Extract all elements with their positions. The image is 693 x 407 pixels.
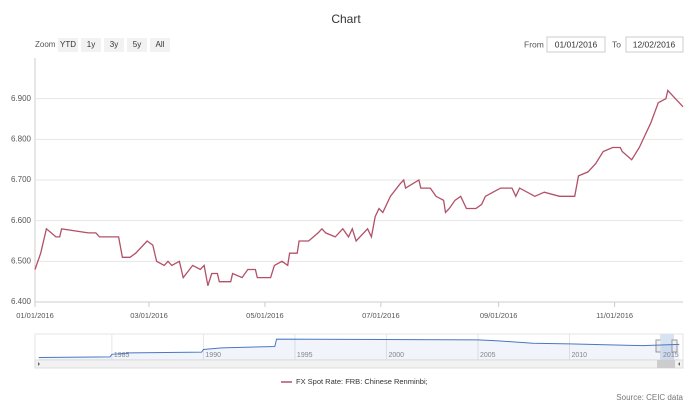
x-tick-label: 03/01/2016 [130, 311, 168, 320]
x-tick-label: 05/01/2016 [246, 311, 284, 320]
navigator-frame [34, 333, 684, 361]
x-tick-label: 09/01/2016 [480, 311, 518, 320]
y-tick-label: 6.500 [11, 256, 32, 265]
navigator-selection[interactable] [660, 334, 674, 360]
zoom-button-label[interactable]: 5y [133, 40, 141, 49]
zoom-button-label[interactable]: YTD [60, 40, 76, 49]
x-tick-label: 07/01/2016 [362, 311, 400, 320]
navigator-tick-label: 1985 [114, 352, 130, 359]
from-input[interactable] [546, 36, 606, 53]
source: Source: CEIC data [616, 393, 683, 402]
to-value[interactable]: 12/02/2016 [633, 39, 676, 49]
zoom-button[interactable] [81, 38, 101, 52]
scrollbar-thumb[interactable] [657, 360, 675, 368]
navigator: 1985 1990 1995 2000 2005 2010 2015 [34, 333, 684, 369]
zoom-button[interactable] [150, 38, 170, 52]
to-input[interactable] [625, 36, 684, 53]
navigator-handle[interactable] [671, 339, 678, 353]
navigator-area [38, 339, 680, 360]
navigator-tick-label: 1990 [205, 352, 221, 359]
zoom-label: Zoom [35, 40, 56, 49]
x-tick-label: 01/01/2016 [16, 311, 54, 320]
from-value[interactable]: 01/01/2016 [555, 39, 598, 49]
navigator-tick-label: 2005 [480, 352, 496, 359]
zoom-button[interactable] [58, 38, 78, 52]
y-tick-label: 6.800 [11, 134, 32, 143]
y-tick-label: 6.600 [11, 216, 32, 225]
zoom-button-label[interactable]: 1y [87, 40, 95, 49]
chart-title: Chart [331, 12, 361, 26]
navigator-tick-label: 2010 [572, 352, 588, 359]
from-label: From [524, 39, 544, 49]
zoom-button-label[interactable]: 3y [110, 40, 118, 49]
zoom-button-label[interactable]: All [156, 40, 165, 49]
to-label: To [612, 39, 621, 49]
y-tick-label: 6.900 [11, 94, 32, 103]
navigator-tick-label: 2015 [663, 352, 679, 359]
legend-label[interactable]: FX Spot Rate: FRB: Chinese Renminbi; [296, 377, 428, 386]
zoom-button[interactable] [104, 38, 124, 52]
x-tick-label: 11/01/2016 [596, 311, 633, 320]
zoom-button[interactable] [127, 38, 147, 52]
y-tick-label: 6.700 [11, 175, 32, 184]
navigator-tick-label: 1995 [297, 352, 313, 359]
y-tick-label: 6.400 [11, 297, 32, 306]
navigator-tick-label: 2000 [388, 352, 404, 359]
series-line [34, 89, 684, 286]
scrollbar[interactable] [34, 359, 684, 369]
navigator-line [38, 338, 680, 358]
